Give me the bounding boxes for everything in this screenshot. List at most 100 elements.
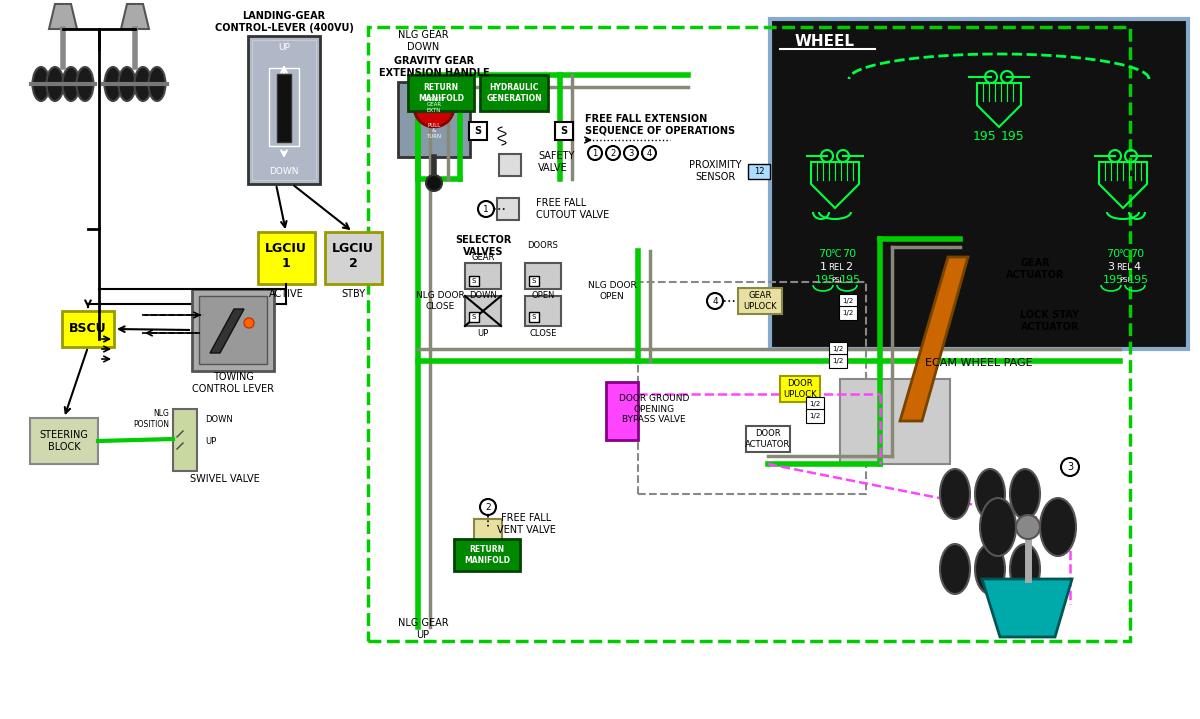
Text: S: S: [474, 126, 481, 136]
Ellipse shape: [940, 469, 970, 519]
Bar: [62, 311, 114, 347]
Polygon shape: [210, 309, 244, 353]
Bar: [469, 276, 479, 286]
Text: S: S: [532, 314, 536, 320]
Bar: [840, 379, 950, 464]
Ellipse shape: [77, 67, 94, 101]
Circle shape: [642, 146, 656, 160]
Bar: [474, 519, 502, 567]
Text: LGCIU
1: LGCIU 1: [265, 242, 307, 270]
Text: 1/2: 1/2: [842, 298, 853, 304]
Text: GRAVITY GEAR
EXTENSION HANDLE: GRAVITY GEAR EXTENSION HANDLE: [379, 56, 490, 78]
Bar: [368, 27, 1130, 641]
Text: 2: 2: [611, 149, 616, 157]
Text: 4: 4: [647, 149, 652, 157]
Text: ACTIVE: ACTIVE: [269, 289, 304, 299]
Text: DOORS: DOORS: [528, 242, 558, 250]
Text: NLG
POSITION: NLG POSITION: [133, 409, 169, 429]
Bar: [839, 294, 857, 308]
Text: 1: 1: [820, 262, 827, 272]
Text: S: S: [472, 278, 476, 284]
Bar: [252, 40, 316, 180]
Text: S: S: [560, 126, 568, 136]
Text: 1/2: 1/2: [833, 358, 844, 364]
Text: 195: 195: [973, 131, 997, 144]
Ellipse shape: [47, 67, 64, 101]
Text: LGCIU
2: LGCIU 2: [332, 242, 374, 270]
Circle shape: [1061, 458, 1079, 476]
Text: 1: 1: [484, 204, 488, 214]
Text: DOOR
UPLOCK: DOOR UPLOCK: [784, 380, 817, 399]
Bar: [325, 232, 382, 284]
Bar: [806, 397, 824, 411]
Bar: [738, 288, 782, 314]
Text: FREE FALL
VENT VALVE: FREE FALL VENT VALVE: [497, 513, 556, 535]
Circle shape: [414, 87, 454, 127]
Circle shape: [606, 146, 620, 160]
Ellipse shape: [62, 67, 79, 101]
Circle shape: [426, 175, 442, 191]
Bar: [277, 74, 292, 142]
Text: PSI: PSI: [1120, 277, 1130, 283]
Ellipse shape: [134, 67, 151, 101]
Ellipse shape: [1016, 515, 1040, 539]
Text: 195: 195: [840, 275, 860, 285]
Text: S: S: [532, 278, 536, 284]
Bar: [408, 75, 474, 111]
Text: GEAR
ACTUATOR: GEAR ACTUATOR: [1006, 258, 1064, 280]
Text: 195: 195: [1001, 131, 1025, 144]
Bar: [554, 122, 574, 140]
Bar: [526, 263, 562, 289]
Text: DOWN: DOWN: [269, 167, 299, 175]
Text: S: S: [472, 314, 476, 320]
Bar: [469, 122, 487, 140]
Text: FREE FALL
CUTOUT VALVE: FREE FALL CUTOUT VALVE: [536, 198, 610, 220]
Bar: [770, 19, 1188, 349]
Text: OPEN: OPEN: [532, 291, 554, 301]
Text: PSI: PSI: [832, 277, 842, 283]
Text: WHEEL: WHEEL: [796, 34, 854, 48]
Circle shape: [624, 146, 638, 160]
Text: 1/2: 1/2: [842, 310, 853, 316]
Text: LOCK STAY
ACTUATOR: LOCK STAY ACTUATOR: [1020, 310, 1080, 331]
Text: LANDING-GEAR
CONTROL-LEVER (400VU): LANDING-GEAR CONTROL-LEVER (400VU): [215, 12, 354, 33]
Text: BSCU: BSCU: [70, 323, 107, 336]
Text: UP: UP: [205, 436, 216, 446]
Text: 1/2: 1/2: [809, 413, 821, 419]
Bar: [258, 232, 314, 284]
Ellipse shape: [119, 67, 136, 101]
Text: DOOR GROUND
OPENING
BYPASS VALVE: DOOR GROUND OPENING BYPASS VALVE: [619, 394, 689, 424]
Bar: [248, 36, 320, 184]
Text: HYDRAULIC
GENERATION: HYDRAULIC GENERATION: [486, 83, 542, 103]
Text: ECAM WHEEL PAGE: ECAM WHEEL PAGE: [925, 358, 1033, 368]
Text: 2: 2: [485, 503, 491, 511]
Circle shape: [707, 293, 722, 309]
Bar: [499, 154, 521, 176]
Text: 3: 3: [629, 149, 634, 157]
Bar: [606, 382, 638, 440]
Bar: [199, 296, 266, 364]
Text: RETURN
MANIFOLD: RETURN MANIFOLD: [464, 545, 510, 564]
Text: DOWN: DOWN: [205, 414, 233, 423]
Text: SELECTOR
VALVES: SELECTOR VALVES: [455, 235, 511, 257]
Bar: [780, 376, 820, 402]
Text: CLOSE: CLOSE: [529, 329, 557, 339]
Bar: [269, 68, 299, 146]
Ellipse shape: [1010, 469, 1040, 519]
Circle shape: [588, 146, 602, 160]
Text: GRAVITY
GEAR
EXTN: GRAVITY GEAR EXTN: [422, 96, 445, 114]
Bar: [30, 418, 98, 464]
Polygon shape: [900, 257, 968, 421]
Text: STEERING
BLOCK: STEERING BLOCK: [40, 430, 89, 452]
Bar: [839, 306, 857, 320]
Text: 4: 4: [712, 296, 718, 306]
Text: TOWING
CONTROL LEVER: TOWING CONTROL LEVER: [192, 372, 274, 394]
Bar: [806, 409, 824, 423]
Text: 12: 12: [754, 168, 764, 176]
Text: DOOR
ACTUATOR: DOOR ACTUATOR: [745, 429, 791, 449]
Circle shape: [478, 201, 494, 217]
Ellipse shape: [974, 544, 1006, 594]
Text: 70: 70: [1130, 249, 1144, 259]
Bar: [638, 282, 866, 494]
Bar: [746, 426, 790, 452]
